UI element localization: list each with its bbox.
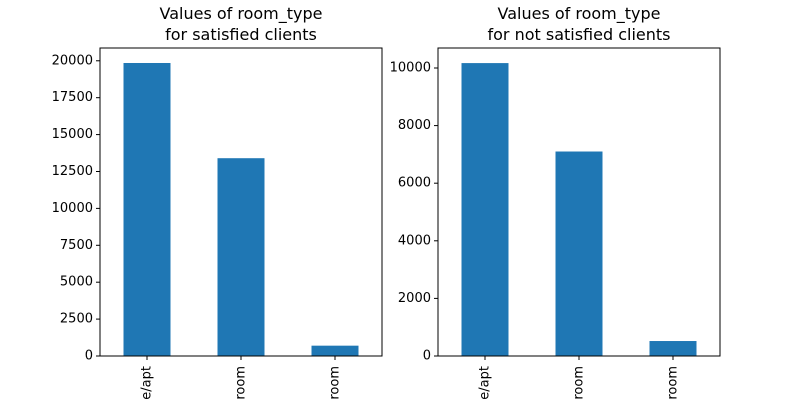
y-tick-label: 0 [423,349,431,364]
y-tick-label: 2000 [398,291,431,306]
y-tick-label: 4000 [398,233,431,248]
plot-frame [99,47,383,357]
chart-title: Values of room_type [160,4,323,24]
x-tick-label: e/apt [140,366,155,400]
x-tick-label: room [572,366,587,400]
x-tick-label: room [328,366,343,400]
y-tick-label: 0 [85,349,93,364]
y-tick-label: 12500 [52,164,93,179]
y-tick-label: 20000 [52,53,93,68]
chart-title: for not satisfied clients [487,25,670,44]
chart-title: for satisfied clients [165,25,317,44]
bar [555,151,603,356]
y-tick-label: 5000 [60,275,93,290]
y-tick-label: 2500 [60,312,93,327]
x-tick-label: room [234,366,249,400]
bar [311,345,359,356]
bar [649,341,697,356]
bar [461,63,509,356]
y-tick-label: 8000 [398,118,431,133]
y-tick-label: 7500 [60,238,93,253]
y-tick-label: 10000 [390,60,431,75]
x-tick-label: room [666,366,681,400]
chart-title: Values of room_type [498,4,661,24]
x-tick-label: e/apt [478,366,493,400]
y-tick-label: 17500 [52,90,93,105]
bar [123,62,171,356]
y-tick-label: 15000 [52,127,93,142]
plot-frame [437,47,721,357]
bar [217,158,265,356]
y-tick-label: 10000 [52,201,93,216]
y-tick-label: 6000 [398,176,431,191]
